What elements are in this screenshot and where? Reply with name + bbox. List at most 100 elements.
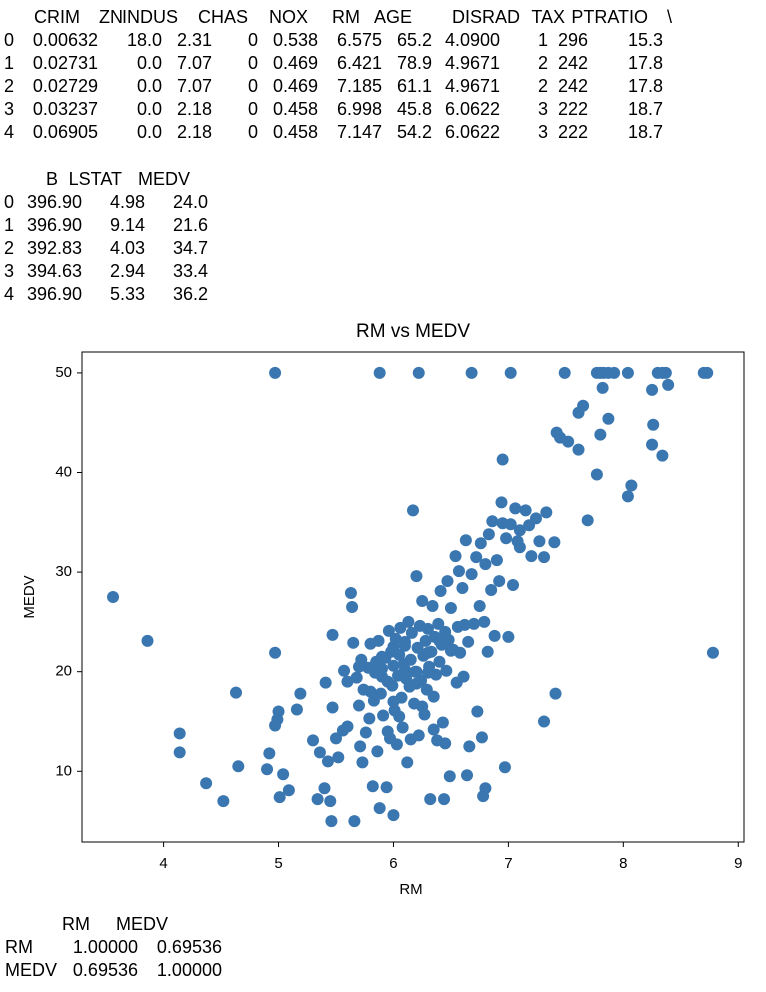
table-cell: 78.9: [397, 53, 432, 73]
row-index: 1: [4, 53, 14, 73]
table-cell: 4.9671: [445, 53, 500, 73]
point: [701, 366, 714, 379]
point: [371, 745, 384, 758]
point: [329, 732, 342, 745]
point: [529, 512, 542, 525]
point: [662, 378, 675, 391]
point: [496, 453, 509, 466]
table-cell: 396.90: [27, 192, 82, 212]
column-header: NOX: [269, 7, 308, 27]
table-cell: 61.1: [397, 76, 432, 96]
row-index: 1: [4, 215, 14, 235]
x-axis-label: RM: [399, 881, 422, 898]
point: [419, 634, 432, 647]
point: [364, 685, 377, 698]
row-index: 4: [4, 284, 14, 304]
table-cell: 3: [538, 99, 548, 119]
point: [141, 634, 154, 647]
point: [493, 575, 506, 588]
point: [326, 701, 339, 714]
table-cell: 0.03237: [33, 99, 98, 119]
table-cell: 0.0: [137, 53, 162, 73]
point: [387, 695, 400, 708]
point: [621, 366, 634, 379]
row-index: 2: [4, 238, 14, 258]
point: [479, 782, 492, 795]
table-cell: 4.9671: [445, 76, 500, 96]
table-cell: 4.0900: [445, 30, 500, 50]
point: [352, 660, 365, 673]
point: [269, 646, 282, 659]
point: [341, 675, 354, 688]
point: [363, 712, 376, 725]
table-cell: 3: [538, 122, 548, 142]
column-header: DIS: [452, 7, 482, 27]
column-header: INDUS: [122, 7, 178, 27]
point: [410, 570, 423, 583]
table-cell: 2: [538, 76, 548, 96]
point: [647, 418, 660, 431]
plot-frame: [81, 351, 745, 843]
point: [338, 664, 351, 677]
table-cell: 0: [248, 99, 258, 119]
table-cell: 396.90: [27, 284, 82, 304]
table-cell: 6.0622: [445, 99, 500, 119]
point: [470, 551, 483, 564]
table-cell: 24.0: [173, 192, 208, 212]
point: [519, 504, 532, 517]
point: [625, 479, 638, 492]
point: [232, 760, 245, 773]
point: [443, 770, 456, 783]
point: [463, 740, 476, 753]
point: [421, 622, 434, 635]
point: [374, 687, 387, 700]
point: [558, 366, 571, 379]
row-index: MEDV: [5, 960, 57, 980]
table-cell: 0.02731: [33, 53, 98, 73]
point: [321, 755, 334, 768]
table-cell: 296: [558, 30, 588, 50]
point: [404, 733, 417, 746]
table-cell: 0: [248, 76, 258, 96]
point: [438, 793, 451, 806]
column-header: RM: [332, 7, 360, 27]
point: [482, 528, 495, 541]
table-cell: 1: [538, 30, 548, 50]
point: [442, 633, 455, 646]
row-index: 3: [4, 99, 14, 119]
point: [444, 644, 457, 657]
table-cell: 394.63: [27, 261, 82, 281]
table-cell: 2.18: [177, 122, 212, 142]
point: [341, 720, 354, 733]
point: [356, 756, 369, 769]
table-cell: 0.0: [137, 76, 162, 96]
point: [488, 629, 501, 642]
y-axis-label: MEDV: [21, 575, 38, 618]
point: [608, 366, 621, 379]
point: [602, 412, 615, 425]
point: [481, 645, 494, 658]
table-cell: 17.8: [628, 76, 663, 96]
chart-title: RM vs MEDV: [356, 321, 470, 342]
point: [548, 536, 561, 549]
point: [290, 703, 303, 716]
point: [706, 646, 719, 659]
point: [318, 782, 331, 795]
point: [509, 502, 522, 515]
point: [461, 769, 474, 782]
point: [656, 449, 669, 462]
point: [458, 618, 471, 631]
point: [421, 666, 434, 679]
table-cell: 0.458: [273, 99, 318, 119]
column-header: B: [46, 169, 58, 189]
table-cell: 54.2: [397, 122, 432, 142]
table-cell: 1.00000: [157, 960, 222, 980]
table-cell: 15.3: [628, 30, 663, 50]
point: [502, 630, 515, 643]
point: [410, 677, 423, 690]
table-cell: 7.185: [337, 76, 382, 96]
point: [344, 587, 357, 600]
point: [372, 634, 385, 647]
table-cell: 2.18: [177, 99, 212, 119]
point: [433, 634, 446, 647]
